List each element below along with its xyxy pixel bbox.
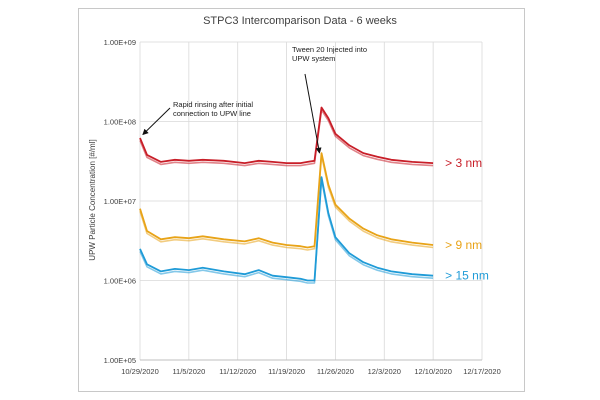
series-line-shadow	[139, 178, 434, 284]
series-line	[139, 106, 434, 164]
chart-title: STPC3 Intercomparison Data - 6 weeks	[203, 15, 397, 27]
x-tick-label: 12/17/2020	[463, 367, 501, 376]
x-tick-label: 11/26/2020	[317, 367, 354, 376]
y-axis-label: UPW Particle Concentration [#/ml]	[88, 139, 97, 260]
annotation-arrow	[304, 73, 322, 154]
y-axis-ticks: 1.00E+05 1.00E+06 1.00E+07 1.00E+08 1.00E+09	[104, 38, 136, 365]
annotation-arrow	[142, 107, 171, 136]
series-label: > 15 nm	[445, 269, 489, 283]
x-axis-ticks: 10/29/2020 11/5/2020 11/12/2020 11/19/2020 1…	[121, 367, 501, 376]
x-tick-label: 11/5/2020	[172, 367, 205, 376]
y-tick-label: 1.00E+05	[104, 356, 136, 365]
series-label: > 9 nm	[445, 238, 482, 252]
y-tick-label: 1.00E+07	[104, 197, 136, 206]
annotation-text: Tween 20 Injected into	[292, 45, 367, 54]
x-tick-label: 12/10/2020	[414, 367, 452, 376]
series-label: > 3 nm	[445, 156, 482, 170]
annotation-text: UPW system	[292, 54, 335, 63]
y-tick-label: 1.00E+09	[104, 38, 136, 47]
series-labels: > 3 nm > 9 nm > 15 nm	[445, 156, 489, 283]
chart-frame	[78, 8, 525, 392]
y-tick-label: 1.00E+08	[104, 118, 136, 127]
annotation-text: connection to UPW line	[173, 109, 251, 118]
series-line	[139, 152, 434, 249]
series-lines	[139, 106, 434, 284]
x-tick-label: 12/3/2020	[368, 367, 401, 376]
x-tick-label: 11/12/2020	[219, 367, 256, 376]
annotation-text: Rapid rinsing after initial	[173, 100, 253, 109]
series-line-shadow	[139, 109, 434, 167]
grid	[139, 41, 483, 361]
x-tick-label: 11/19/2020	[268, 367, 305, 376]
x-tick-label: 10/29/2020	[121, 367, 159, 376]
series-line	[139, 176, 434, 282]
y-tick-label: 1.00E+06	[104, 277, 136, 286]
series-line-shadow	[139, 154, 434, 251]
